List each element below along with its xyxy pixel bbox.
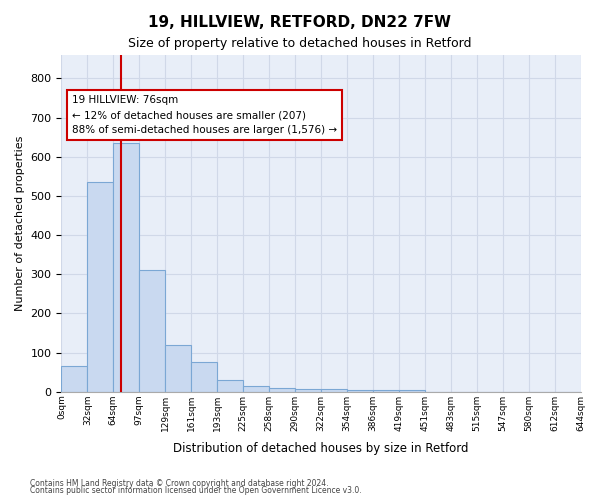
- Text: 19 HILLVIEW: 76sqm
← 12% of detached houses are smaller (207)
88% of semi-detach: 19 HILLVIEW: 76sqm ← 12% of detached hou…: [72, 96, 337, 135]
- Bar: [347, 390, 373, 392]
- Text: Size of property relative to detached houses in Retford: Size of property relative to detached ho…: [128, 38, 472, 51]
- Text: 19, HILLVIEW, RETFORD, DN22 7FW: 19, HILLVIEW, RETFORD, DN22 7FW: [149, 15, 452, 30]
- Bar: [243, 386, 269, 392]
- Bar: [399, 390, 425, 392]
- Bar: [113, 143, 139, 392]
- Text: Contains public sector information licensed under the Open Government Licence v3: Contains public sector information licen…: [30, 486, 362, 495]
- X-axis label: Distribution of detached houses by size in Retford: Distribution of detached houses by size …: [173, 442, 469, 455]
- Text: Contains HM Land Registry data © Crown copyright and database right 2024.: Contains HM Land Registry data © Crown c…: [30, 478, 329, 488]
- Bar: [88, 182, 113, 392]
- Bar: [139, 270, 165, 392]
- Bar: [295, 388, 321, 392]
- Bar: [321, 389, 347, 392]
- Y-axis label: Number of detached properties: Number of detached properties: [15, 136, 25, 311]
- Bar: [61, 366, 88, 392]
- Bar: [269, 388, 295, 392]
- Bar: [373, 390, 399, 392]
- Bar: [165, 344, 191, 392]
- Bar: [217, 380, 243, 392]
- Bar: [191, 362, 217, 392]
